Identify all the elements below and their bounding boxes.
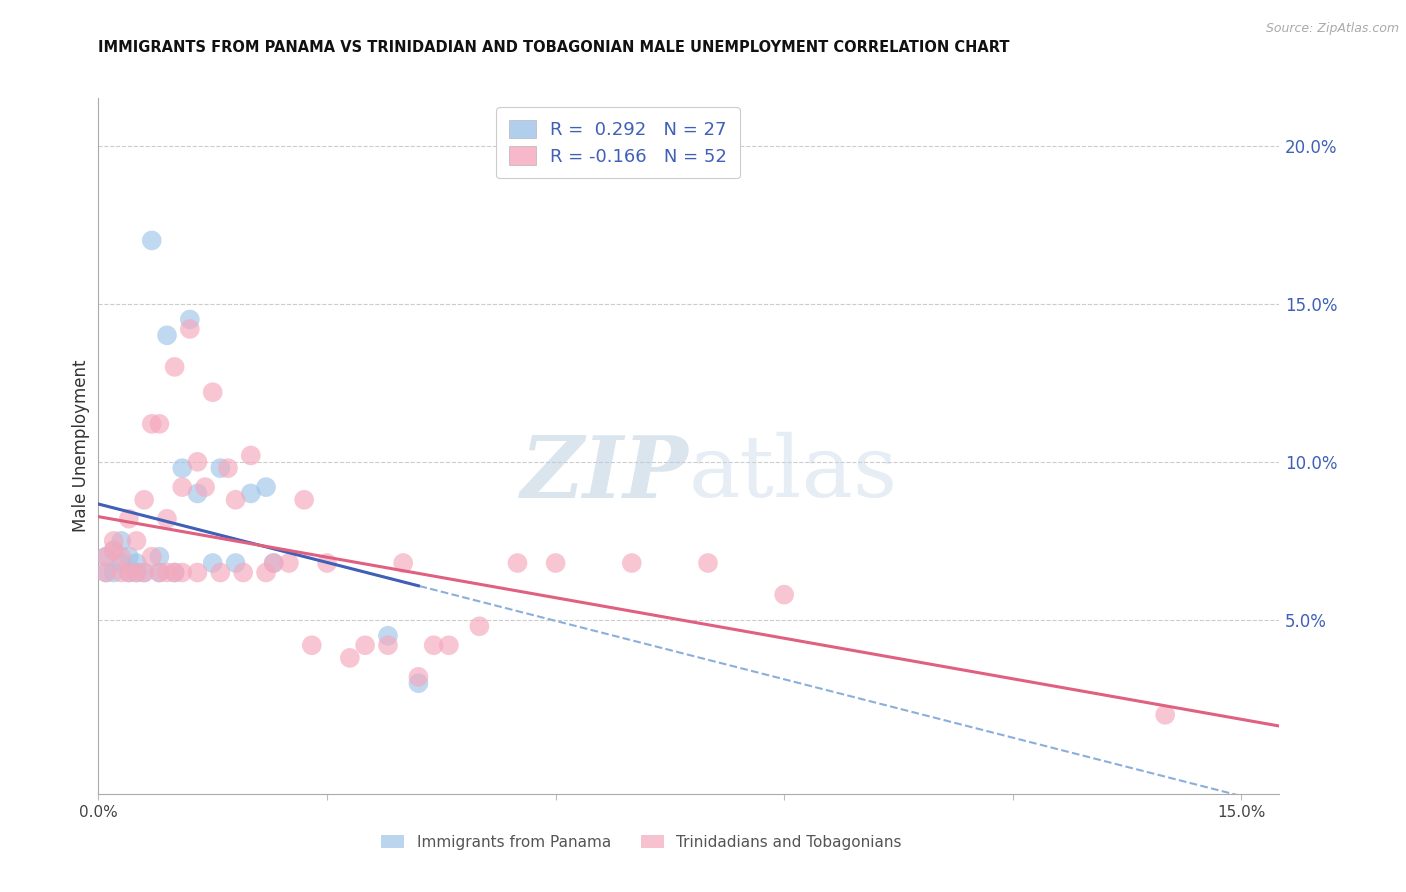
Point [225,492,247,507]
Point [254,566,277,580]
Point [110,566,132,580]
Point [254,480,277,494]
Point [201,385,224,400]
Point [110,533,132,548]
Point [408,670,430,684]
Point [118,566,141,580]
Point [620,556,643,570]
Point [125,533,148,548]
Point [277,556,299,570]
Point [134,492,156,507]
Point [354,638,377,652]
Text: IMMIGRANTS FROM PANAMA VS TRINIDADIAN AND TOBAGONIAN MALE UNEMPLOYMENT CORRELATI: IMMIGRANTS FROM PANAMA VS TRINIDADIAN AN… [98,40,1010,55]
Point [232,566,254,580]
Point [118,566,141,580]
Point [506,556,529,570]
Point [94,549,117,564]
Point [544,556,567,570]
Point [225,556,247,570]
Point [186,566,208,580]
Point [377,629,399,643]
Point [163,359,186,374]
Point [148,417,170,431]
Point [163,566,186,580]
Point [422,638,444,652]
Point [94,549,117,564]
Y-axis label: Male Unemployment: Male Unemployment [72,359,90,533]
Point [125,556,148,570]
Point [172,566,194,580]
Point [1154,707,1177,722]
Point [148,549,170,564]
Point [163,566,186,580]
Legend: Immigrants from Panama, Trinidadians and Tobagonians: Immigrants from Panama, Trinidadians and… [375,829,908,855]
Point [239,486,262,500]
Point [697,556,720,570]
Point [110,549,132,564]
Point [292,492,315,507]
Point [134,566,156,580]
Point [377,638,399,652]
Point [156,328,179,343]
Point [179,322,201,336]
Point [186,486,208,500]
Point [172,461,194,475]
Point [103,533,125,548]
Point [134,566,156,580]
Point [125,566,148,580]
Point [301,638,323,652]
Point [773,588,796,602]
Text: Source: ZipAtlas.com: Source: ZipAtlas.com [1265,22,1399,36]
Point [118,549,141,564]
Point [263,556,285,570]
Text: ZIP: ZIP [522,432,689,516]
Point [339,651,361,665]
Point [156,566,179,580]
Text: atlas: atlas [689,433,898,516]
Point [110,556,132,570]
Point [118,512,141,526]
Point [141,234,163,248]
Point [103,543,125,558]
Point [209,566,232,580]
Point [125,566,148,580]
Point [148,566,170,580]
Point [141,417,163,431]
Point [103,543,125,558]
Point [94,566,117,580]
Point [392,556,415,570]
Point [194,480,217,494]
Point [141,549,163,564]
Point [179,312,201,326]
Point [263,556,285,570]
Point [148,566,170,580]
Point [186,455,208,469]
Point [316,556,339,570]
Point [408,676,430,690]
Point [172,480,194,494]
Point [103,566,125,580]
Point [437,638,460,652]
Point [209,461,232,475]
Point [156,512,179,526]
Point [217,461,239,475]
Point [468,619,491,633]
Point [94,566,117,580]
Point [239,449,262,463]
Point [201,556,224,570]
